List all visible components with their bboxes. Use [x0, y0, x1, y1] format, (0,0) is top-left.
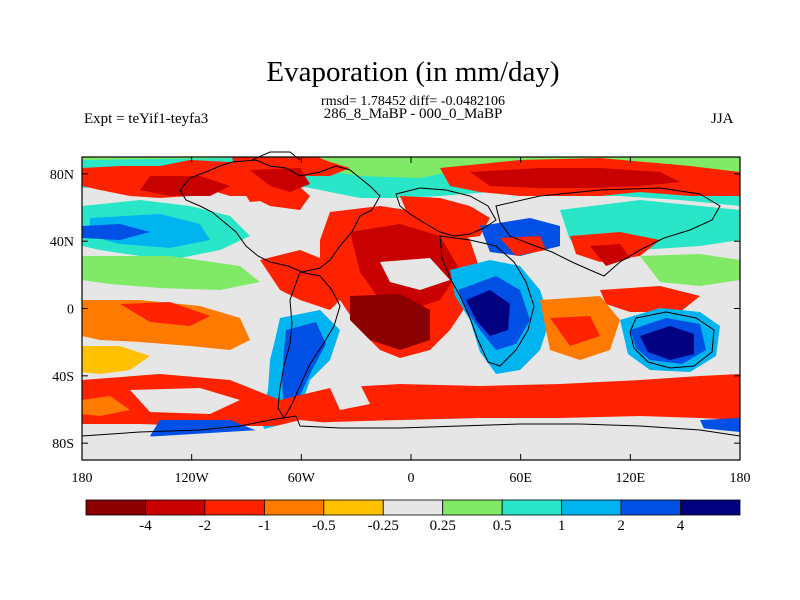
period-line: 286_8_MaBP - 000_0_MaBP [323, 106, 503, 122]
north-america-interior [250, 168, 310, 192]
colorbar-swatch [620, 499, 681, 516]
lat-tick-label: 40N [50, 235, 74, 250]
colorbar [85, 499, 741, 516]
colorbar-swatch [145, 499, 206, 516]
colorbar-label: 2 [617, 518, 625, 534]
southern-ocean-orange [82, 396, 130, 416]
lon-tick-label: 120E [616, 471, 646, 486]
colorbar-swatch [204, 499, 265, 516]
greenland-outline [251, 151, 301, 161]
lat-tick-label: 0 [67, 303, 74, 318]
colorbar-label: 4 [676, 518, 685, 534]
tropical-pacific-green [82, 256, 260, 290]
tropical-atlantic-core [350, 294, 430, 350]
stats-line: rmsd= 1.78452 diff= -0.0482106 [321, 94, 505, 109]
colorbar-swatch [382, 499, 444, 516]
australia-negative-anomaly [640, 326, 694, 360]
southern-ocean-band [82, 374, 740, 426]
colorbar-swatch [323, 499, 384, 516]
africa-outline [439, 235, 535, 367]
lon-tick-group: 180 120W 60W 0 60E 120E 180 [72, 157, 751, 486]
lon-tick-label: 60W [288, 471, 316, 486]
south-america-negative-anomaly [282, 322, 326, 410]
australia-outline [629, 311, 715, 369]
west-pacific-green [640, 254, 740, 286]
colorbar-label: 0.25 [429, 518, 456, 534]
north-pacific-core [140, 176, 230, 196]
equatorial-neutral [380, 258, 450, 290]
lon-tick-label: 0 [408, 471, 415, 486]
africa-negative-anomaly [466, 290, 510, 336]
colorbar-swatch [561, 499, 622, 516]
colorbar-label: -4 [139, 518, 152, 534]
lat-tick-group: 80N 40N 0 40S 80S [50, 168, 740, 452]
south-pacific-orange [82, 300, 250, 350]
asia-outline [495, 187, 721, 277]
lon-tick-label: 120W [175, 471, 210, 486]
north-america-outline [179, 159, 381, 273]
colorbar-label: 1 [557, 518, 566, 534]
south-pacific-yellow [82, 346, 150, 374]
lat-tick-label: 80N [50, 168, 74, 183]
lat-tick-label: 80S [52, 437, 74, 452]
southern-ocean-neutral-w [130, 388, 240, 414]
south-america-outline [277, 271, 341, 419]
colorbar-label: -0.25 [367, 518, 399, 534]
coastlines [81, 151, 741, 437]
season-label: JJA [711, 111, 734, 127]
lat-tick-label: 40S [52, 370, 74, 385]
colorbar-label: -2 [198, 518, 212, 534]
antarctica [82, 420, 740, 460]
colorbar-swatch [501, 499, 563, 516]
arabia-red [500, 236, 546, 256]
north-pacific-blue [82, 224, 150, 240]
experiment-label: Expt = teYif1-teyfa3 [84, 111, 209, 127]
maritime-continent-red [600, 286, 700, 312]
field-layer [82, 157, 740, 460]
plot-title: Evaporation (in mm/day) [266, 56, 560, 88]
indian-ocean-red [550, 316, 600, 346]
southern-ocean-neutral-e [330, 384, 370, 410]
colorbar-swatch [85, 499, 146, 516]
lon-tick-label: 180 [730, 471, 751, 486]
colorbar-swatch [442, 499, 503, 516]
siberia-core [470, 168, 680, 188]
colorbar-swatch [263, 499, 325, 516]
colorbar-label: -1 [258, 518, 271, 534]
colorbar-swatch [680, 499, 741, 516]
europe-region [400, 196, 490, 240]
south-asia-core [590, 244, 630, 266]
lon-tick-label: 180 [72, 471, 93, 486]
europe-outline [395, 187, 497, 237]
lon-tick-label: 60E [509, 471, 532, 486]
colorbar-label: -0.5 [311, 518, 336, 534]
south-pacific-red [120, 302, 210, 326]
antarctica-outline [81, 415, 741, 437]
colorbar-label: 0.5 [492, 518, 512, 534]
